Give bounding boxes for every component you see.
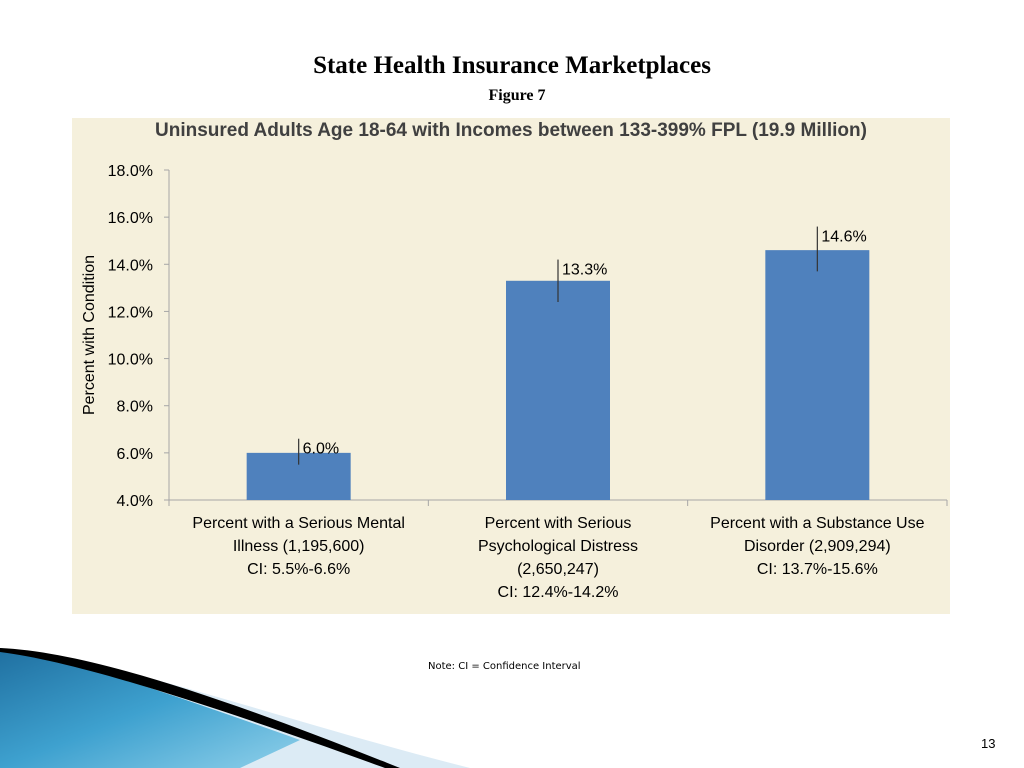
page-number: 13 xyxy=(981,736,996,751)
x-tick-label: CI: 5.5%-6.6% xyxy=(247,561,350,578)
figure-label: Figure 7 xyxy=(488,87,546,104)
slide-title: State Health Insurance Marketplaces xyxy=(313,52,711,79)
data-label: 13.3% xyxy=(562,262,607,279)
chart-panel: Uninsured Adults Age 18-64 with Incomes … xyxy=(72,118,950,614)
x-tick-label: CI: 12.4%-14.2% xyxy=(498,584,619,601)
chart-bars xyxy=(246,226,870,500)
x-tick-label: (2,650,247) xyxy=(517,561,599,578)
chart-labels: 6.0% Percent with a Serious Mental Illness… xyxy=(192,229,924,601)
bar xyxy=(765,250,870,500)
y-tick-label: 14.0% xyxy=(108,257,153,274)
x-tick-label: Disorder (2,909,294) xyxy=(744,538,891,555)
bar-chart: Uninsured Adults Age 18-64 with Incomes … xyxy=(81,120,948,601)
x-tick-label: Percent with Serious xyxy=(485,515,632,532)
x-tick-label: Psychological Distress xyxy=(478,538,638,555)
y-tick-label: 16.0% xyxy=(108,210,153,227)
confidence-interval-note: Note: CI = Confidence Interval xyxy=(428,661,581,672)
y-tick-label: 10.0% xyxy=(108,352,153,369)
y-tick-label: 12.0% xyxy=(108,304,153,321)
y-axis-label: Percent with Condition xyxy=(81,255,98,415)
chart-title: Uninsured Adults Age 18-64 with Incomes … xyxy=(155,120,867,141)
data-label: 14.6% xyxy=(821,229,866,246)
y-tick-label: 6.0% xyxy=(117,446,153,463)
x-tick-label: Percent with a Serious Mental xyxy=(192,515,405,532)
bar xyxy=(506,280,610,500)
x-tick-label: CI: 13.7%-15.6% xyxy=(757,561,878,578)
data-label: 6.0% xyxy=(303,441,339,458)
x-tick-label: Percent with a Substance Use xyxy=(710,515,924,532)
x-tick-label: Illness (1,195,600) xyxy=(233,538,365,555)
y-tick-label: 4.0% xyxy=(117,493,153,510)
y-tick-label: 18.0% xyxy=(108,163,153,180)
y-tick-label: 8.0% xyxy=(117,399,153,416)
